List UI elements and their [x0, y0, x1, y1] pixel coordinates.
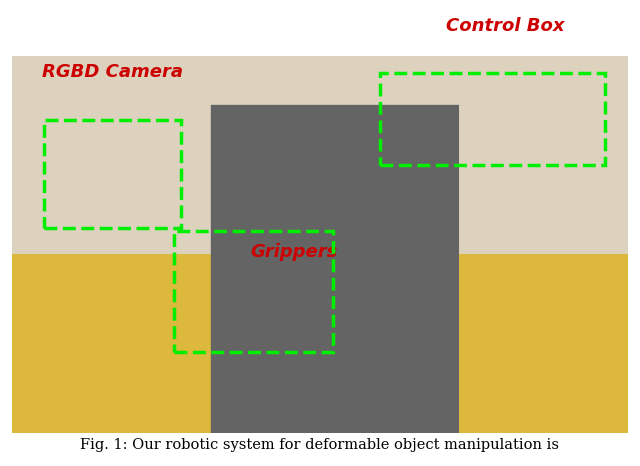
Text: RGBD Camera: RGBD Camera [42, 63, 182, 81]
Text: Control Box: Control Box [446, 17, 565, 34]
Text: Grippers: Grippers [251, 243, 338, 260]
Text: Fig. 1: Our robotic system for deformable object manipulation is: Fig. 1: Our robotic system for deformabl… [81, 438, 559, 452]
